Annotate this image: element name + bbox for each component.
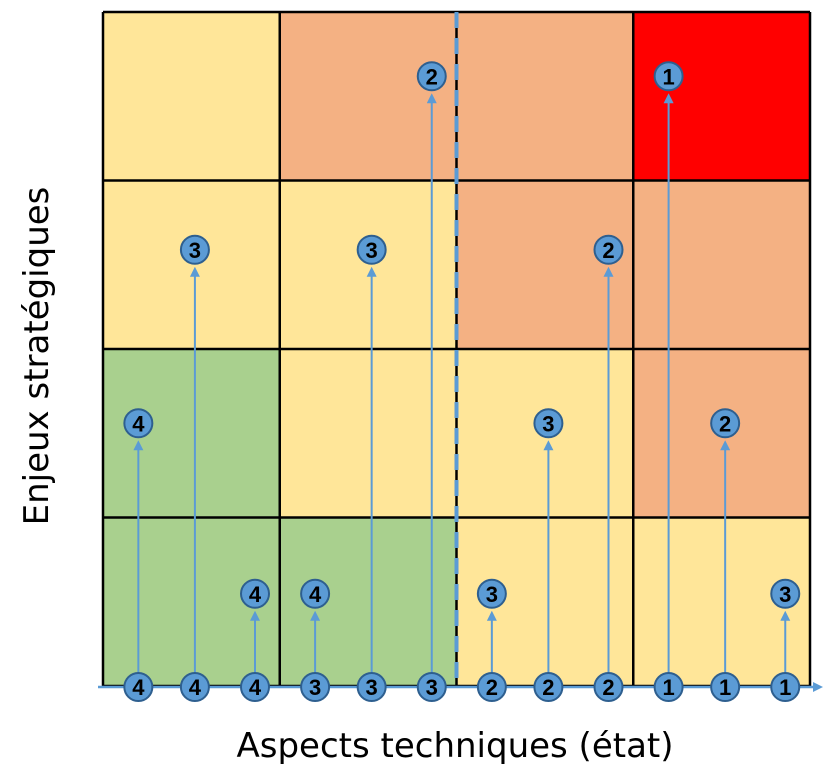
target-marker-label: 4 — [132, 411, 145, 436]
target-marker-circle — [179, 234, 210, 265]
markers-layer: 4 4 3 4 4 4 4 3 3 3 2 3 3 2 3 2 2 2 1 1 2 1 3 1 — [123, 61, 801, 702]
target-marker: 1 — [653, 61, 684, 92]
target-marker-circle — [416, 61, 447, 92]
target-marker: 4 — [123, 408, 154, 439]
target-marker-circle — [710, 408, 741, 439]
base-marker-label: 4 — [132, 675, 145, 700]
target-marker-label: 3 — [189, 238, 201, 263]
y-axis-title: Enjeux stratégiques — [17, 187, 57, 526]
target-marker: 3 — [356, 234, 387, 265]
target-marker-circle — [533, 408, 564, 439]
base-marker-label: 4 — [189, 675, 202, 700]
target-marker-label: 2 — [426, 64, 438, 89]
base-marker-label: 1 — [779, 675, 791, 700]
target-marker-label: 3 — [542, 411, 554, 436]
base-marker: 3 — [300, 672, 331, 702]
base-marker-circle — [356, 672, 387, 702]
target-marker-circle — [300, 578, 331, 609]
base-marker-circle — [476, 672, 507, 702]
base-marker-label: 3 — [309, 675, 321, 700]
x-axis-title: Aspects techniques (état) — [236, 726, 673, 766]
base-marker-label: 2 — [602, 675, 614, 700]
base-marker-circle — [416, 672, 447, 702]
base-marker-circle — [653, 672, 684, 702]
base-marker: 3 — [356, 672, 387, 702]
base-marker: 2 — [593, 672, 624, 702]
base-marker-label: 1 — [662, 675, 674, 700]
base-marker-circle — [300, 672, 331, 702]
base-marker-circle — [593, 672, 624, 702]
base-marker-label: 4 — [249, 675, 262, 700]
target-marker-label: 2 — [719, 411, 731, 436]
base-marker-label: 2 — [542, 675, 554, 700]
base-marker-circle — [240, 672, 271, 702]
base-marker: 3 — [416, 672, 447, 702]
base-marker-circle — [710, 672, 741, 702]
base-marker-label: 2 — [486, 675, 498, 700]
matrix-cell-red — [633, 12, 810, 181]
base-marker-circle — [123, 672, 154, 702]
matrix-cell-orange — [456, 12, 634, 181]
base-marker: 4 — [123, 672, 154, 702]
target-marker: 3 — [533, 408, 564, 439]
target-marker: 2 — [710, 408, 741, 439]
base-marker: 2 — [533, 672, 564, 702]
target-marker: 3 — [179, 234, 210, 265]
target-marker-circle — [770, 578, 801, 609]
base-marker-circle — [533, 672, 564, 702]
target-marker-circle — [653, 61, 684, 92]
target-marker: 4 — [300, 578, 331, 609]
target-marker: 2 — [416, 61, 447, 92]
target-marker-circle — [476, 578, 507, 609]
target-marker-label: 4 — [309, 582, 322, 607]
target-marker-label: 1 — [662, 64, 674, 89]
base-marker-label: 1 — [719, 675, 731, 700]
target-marker-circle — [593, 234, 624, 265]
base-marker: 1 — [770, 672, 801, 702]
base-marker-circle — [179, 672, 210, 702]
base-marker: 4 — [240, 672, 271, 702]
matrix-cell-yellow — [279, 180, 457, 349]
target-marker-label: 3 — [779, 582, 791, 607]
base-marker: 4 — [179, 672, 210, 702]
target-marker: 3 — [476, 578, 507, 609]
target-marker-circle — [123, 408, 154, 439]
base-marker: 1 — [653, 672, 684, 702]
matrix-cell-yellow — [279, 349, 457, 518]
target-marker-circle — [356, 234, 387, 265]
matrix-cell-yellow — [103, 12, 280, 181]
target-marker: 2 — [593, 234, 624, 265]
target-marker-label: 3 — [486, 582, 498, 607]
target-marker-label: 3 — [366, 238, 378, 263]
base-marker-circle — [770, 672, 801, 702]
arrows-layer — [98, 93, 823, 692]
matrix-cell-orange — [279, 12, 457, 181]
matrix-cell-orange — [456, 180, 634, 349]
target-marker-label: 4 — [249, 582, 262, 607]
base-marker: 1 — [710, 672, 741, 702]
matrix-cell-orange — [633, 180, 810, 349]
base-marker-label: 3 — [366, 675, 378, 700]
matrix-cell-yellow — [103, 180, 280, 349]
target-marker-circle — [240, 578, 271, 609]
target-marker: 3 — [770, 578, 801, 609]
base-marker-label: 3 — [426, 675, 438, 700]
target-marker: 4 — [240, 578, 271, 609]
base-marker: 2 — [476, 672, 507, 702]
target-marker-label: 2 — [602, 238, 614, 263]
